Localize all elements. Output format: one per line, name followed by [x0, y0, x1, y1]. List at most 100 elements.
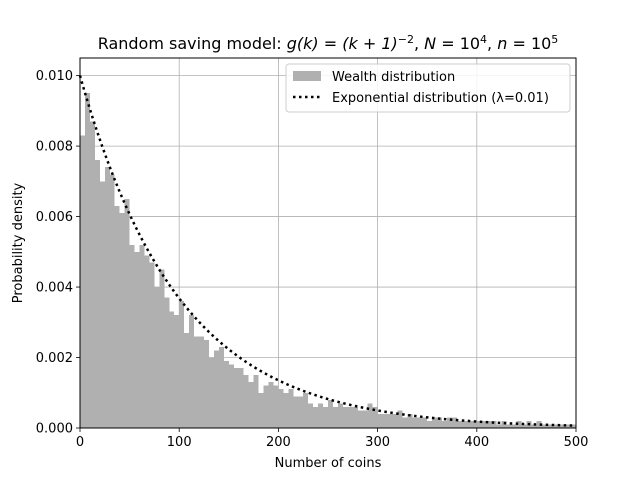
histogram-bar	[164, 297, 170, 428]
histogram-bar	[298, 396, 304, 428]
histogram-bar	[208, 357, 214, 428]
histogram-bar	[104, 167, 110, 428]
histogram-bar	[184, 332, 190, 428]
histogram-bar	[432, 417, 438, 428]
histogram-bar	[84, 93, 90, 428]
histogram-bar	[442, 420, 448, 428]
histogram-bar	[238, 368, 244, 428]
histogram-bar	[89, 121, 95, 428]
histogram-bar	[114, 206, 120, 428]
histogram-bars	[80, 93, 576, 428]
x-tick-label: 400	[464, 435, 489, 450]
histogram-bar	[511, 424, 517, 428]
histogram-bar	[94, 160, 100, 428]
histogram-bar	[268, 382, 274, 428]
y-axis-ticks: 0.000 0.002 0.004 0.006 0.008 0.010	[36, 69, 80, 437]
histogram-bar	[323, 406, 328, 428]
histogram-bar	[352, 406, 358, 428]
x-tick-label: 500	[564, 435, 589, 450]
legend-swatch-wealth	[293, 71, 321, 81]
histogram-bar	[154, 287, 160, 428]
histogram-bar	[456, 420, 462, 428]
histogram-bar	[169, 311, 175, 428]
histogram-bar	[228, 364, 234, 428]
histogram-bar	[233, 368, 239, 428]
histogram-bar	[174, 315, 180, 428]
chart-title: Random saving model: g(k) = (k + 1)−2, N…	[98, 33, 559, 53]
histogram-bar	[402, 417, 408, 428]
histogram-bar	[392, 413, 398, 428]
x-axis-ticks: 0 100 200 300 400 500	[76, 428, 589, 450]
histogram-bar	[561, 424, 567, 428]
histogram-bar	[337, 403, 343, 428]
histogram-bar	[506, 424, 512, 428]
histogram-bar	[417, 417, 423, 428]
histogram-bar	[278, 389, 284, 428]
histogram-bar	[566, 424, 572, 428]
y-tick-label: 0.002	[36, 351, 73, 366]
histogram-bar	[362, 410, 368, 428]
histogram-bar	[397, 410, 403, 428]
histogram-bar	[273, 385, 279, 428]
histogram-bar	[461, 420, 467, 428]
y-tick-label: 0.004	[36, 281, 73, 296]
histogram-bar	[129, 244, 135, 428]
histogram-bar	[437, 417, 443, 428]
histogram-bar	[531, 424, 537, 428]
histogram-bar	[347, 406, 353, 428]
histogram-bar	[367, 403, 373, 428]
histogram-bar	[293, 396, 299, 428]
histogram-bar	[357, 410, 363, 428]
histogram-bar	[194, 336, 200, 428]
histogram-bar	[452, 417, 457, 428]
histogram-bar	[283, 392, 289, 428]
y-tick-label: 0.000	[36, 422, 73, 437]
histogram-bar	[139, 244, 145, 428]
histogram-bar	[288, 389, 294, 428]
histogram-bar	[521, 424, 527, 428]
x-tick-label: 300	[365, 435, 390, 450]
histogram-bar	[377, 413, 383, 428]
histogram-bar	[109, 174, 115, 428]
histogram-bar	[253, 375, 259, 428]
histogram-bar	[496, 424, 502, 428]
histogram-bar	[491, 420, 497, 428]
histogram-bar	[372, 406, 378, 428]
histogram-bar	[332, 406, 338, 428]
histogram-bar	[303, 392, 309, 428]
y-tick-label: 0.008	[36, 140, 73, 155]
legend-label-exponential: Exponential distribution (λ=0.01)	[332, 91, 549, 106]
histogram-bar	[213, 350, 219, 428]
histogram-bar	[243, 375, 249, 428]
histogram-bar	[149, 262, 155, 428]
histogram-bar	[412, 417, 418, 428]
histogram-bar	[328, 399, 333, 428]
histogram-bar	[387, 413, 393, 428]
histogram-bar	[382, 413, 388, 428]
histogram-bar	[481, 420, 487, 428]
histogram-bar	[218, 346, 224, 428]
legend-box	[285, 63, 571, 113]
histogram-bar	[308, 403, 314, 428]
exponential-curve	[78, 75, 577, 427]
histogram-bar	[179, 301, 185, 428]
histogram-bar	[258, 392, 264, 428]
histogram-bar	[263, 385, 269, 428]
histogram-bar	[427, 420, 433, 428]
histogram-bar	[422, 417, 428, 428]
histogram-bar	[447, 417, 452, 428]
histogram-bar	[313, 406, 319, 428]
histogram-bar	[342, 406, 348, 428]
histogram-bar	[571, 424, 576, 428]
x-tick-label: 100	[167, 435, 192, 450]
histogram-bar	[536, 420, 542, 428]
histogram-bar	[466, 420, 472, 428]
x-tick-label: 0	[76, 435, 84, 450]
y-tick-label: 0.006	[36, 210, 73, 225]
exponential-series-line	[78, 75, 577, 427]
histogram-bar	[189, 315, 195, 428]
histogram-bar	[248, 382, 254, 428]
histogram-bar	[471, 420, 477, 428]
y-axis-label: Probability density	[11, 182, 26, 303]
histogram-bar	[134, 251, 140, 428]
